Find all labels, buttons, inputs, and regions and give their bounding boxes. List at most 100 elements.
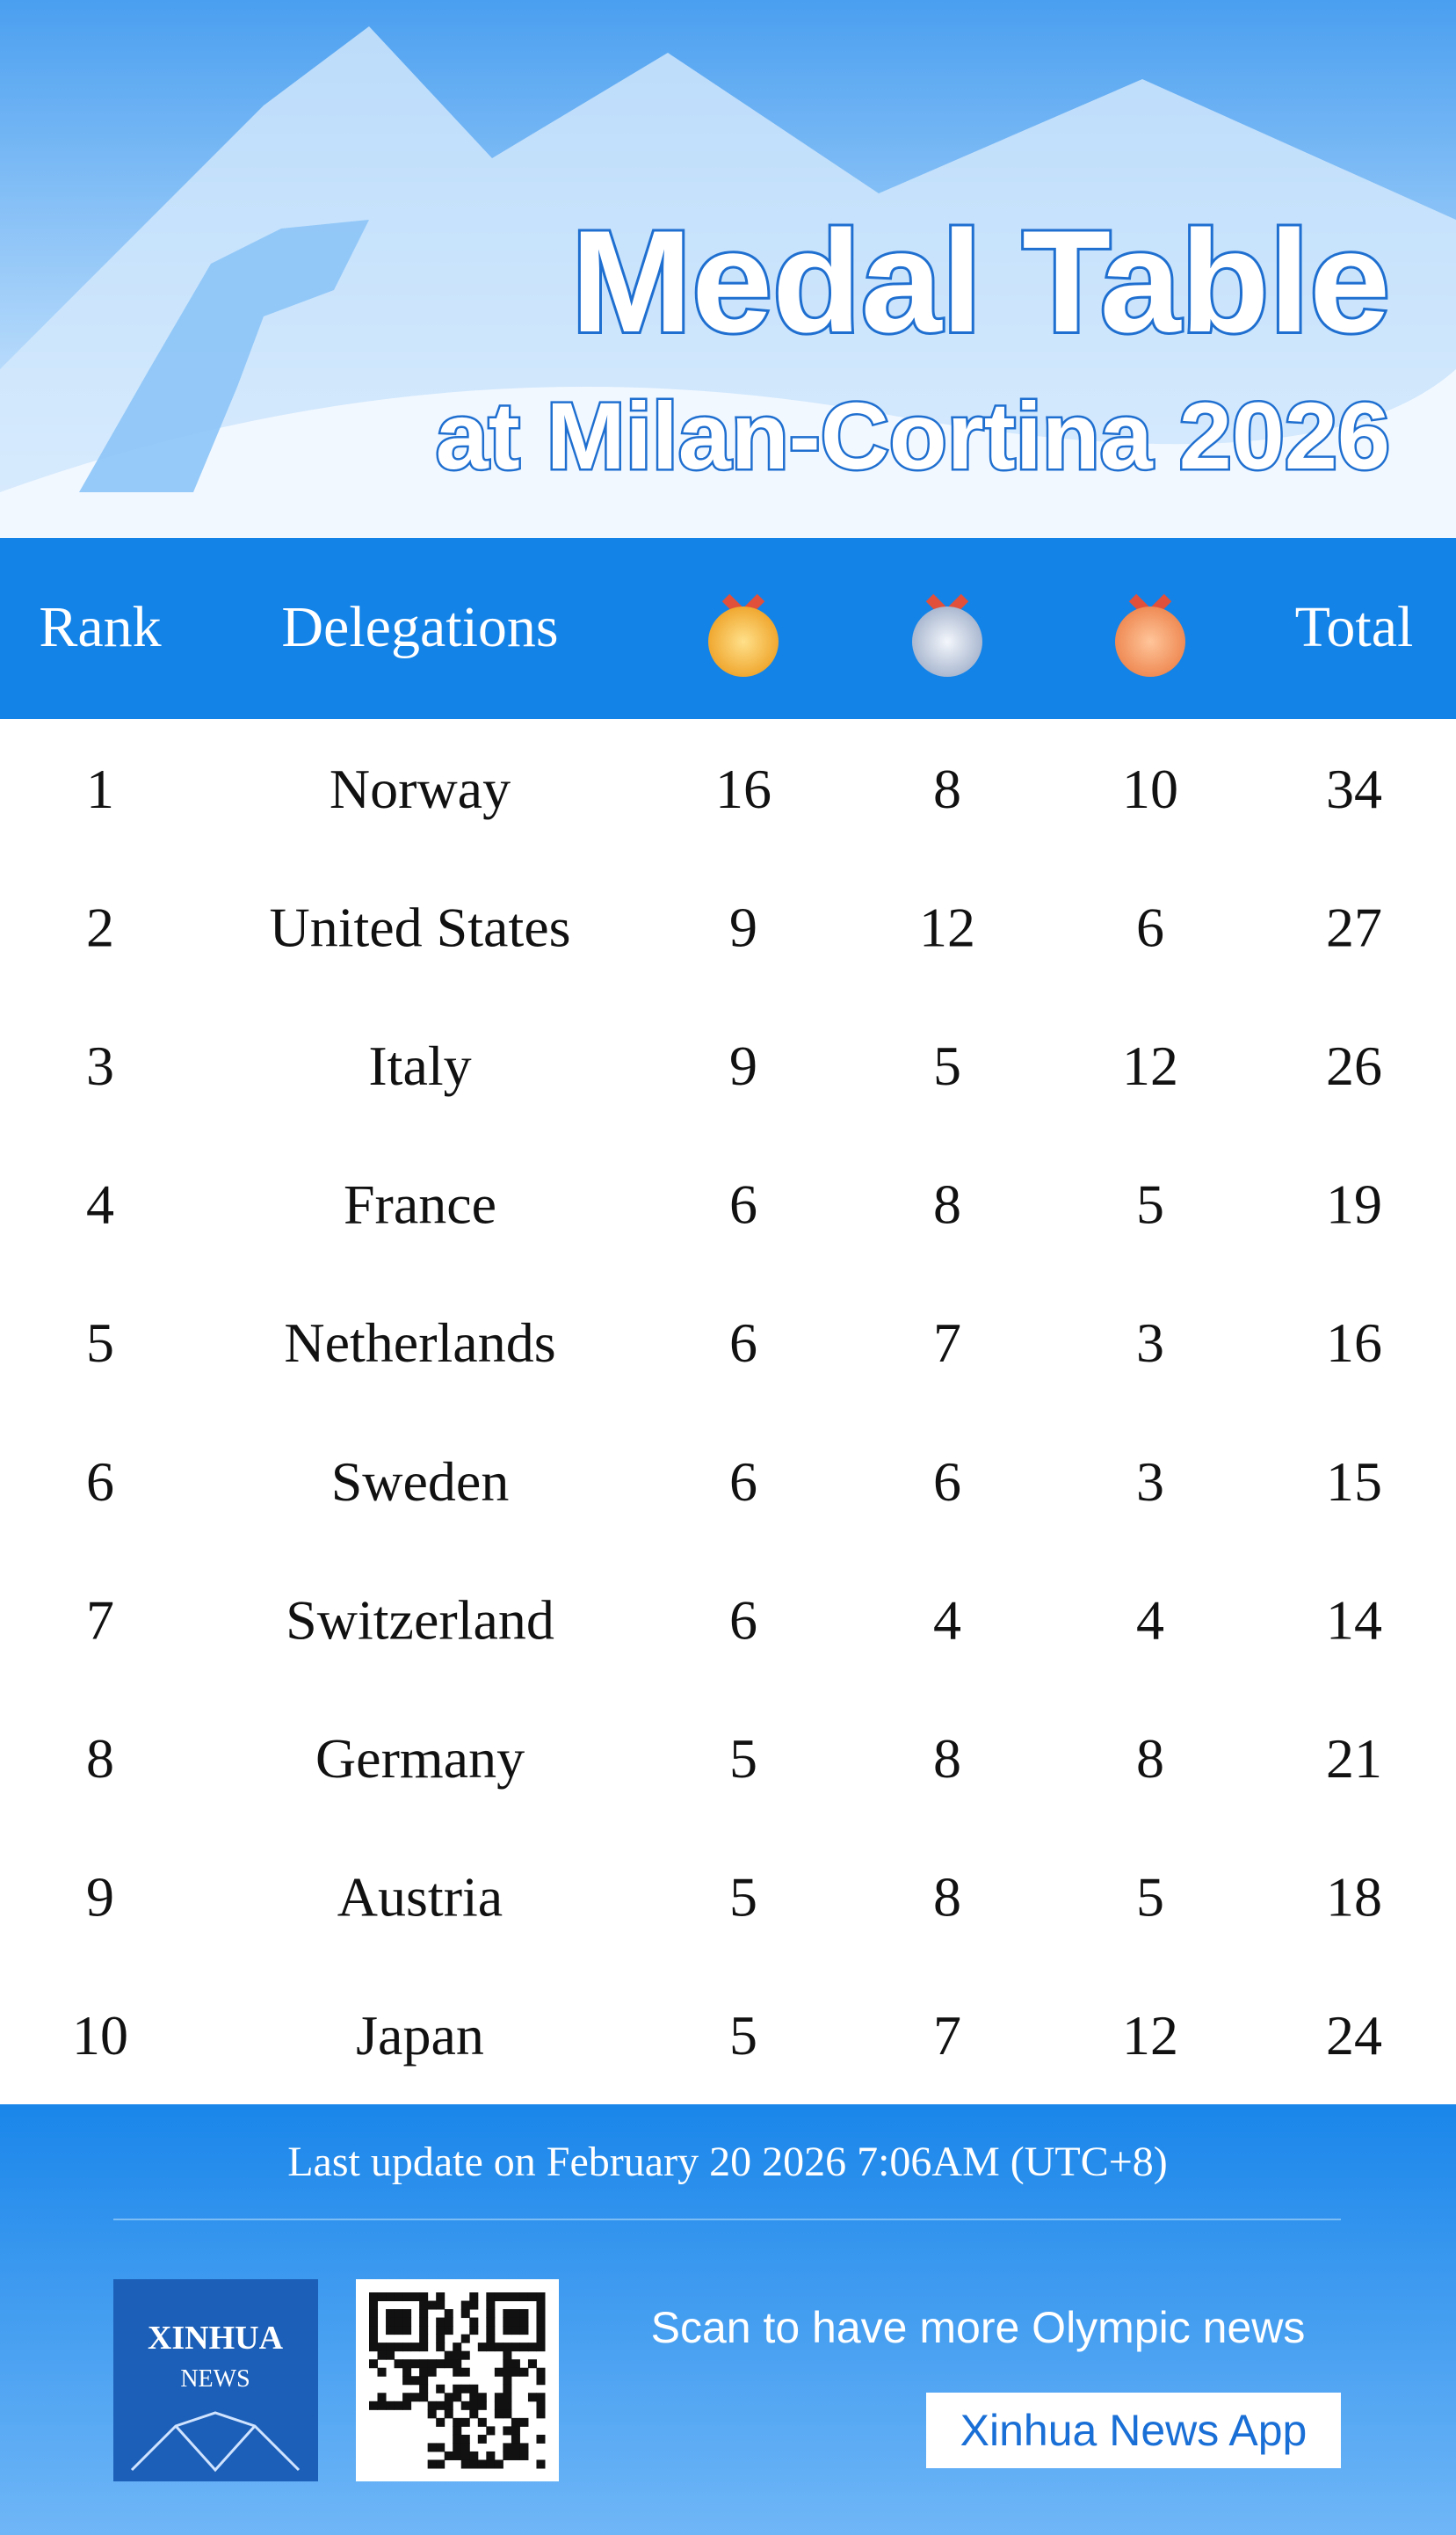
qr-module [460,2417,470,2427]
qr-module [494,2459,503,2469]
qr-module [369,2401,379,2410]
qr-module [511,2434,520,2444]
qr-module [386,2317,395,2327]
total-cell: 27 [1326,896,1382,958]
qr-module [536,2401,546,2410]
qr-module [503,2292,512,2302]
rank-cell: 7 [86,1588,114,1651]
qr-module [453,2417,462,2427]
qr-module [460,2309,470,2319]
qr-module [402,2343,412,2352]
qr-module [494,2401,503,2410]
qr-module [453,2393,462,2402]
qr-module [519,2309,529,2319]
qr-module [436,2401,445,2410]
qr-module [427,2359,437,2369]
delegation-cell: Norway [330,758,511,820]
qr-module [369,2292,379,2302]
qr-module [503,2401,512,2410]
qr-module [511,2367,520,2377]
total-cell: 19 [1326,1173,1382,1236]
rank-cell: 2 [86,896,114,958]
qr-module [519,2343,529,2352]
qr-module [486,2343,496,2352]
gold-cell: 9 [729,1035,757,1097]
qr-module [486,2309,496,2319]
app-button[interactable] [926,2393,1341,2468]
qr-module [527,2393,537,2402]
delegation-cell: France [344,1173,496,1236]
silver-cell: 12 [919,896,975,958]
bronze-cell: 8 [1136,1727,1164,1790]
qr-module [477,2393,487,2402]
qr-module [453,2359,462,2369]
logo-text: NEWS [180,2365,250,2393]
qr-module [419,2309,429,2319]
qr-module [536,2367,546,2377]
qr-module [369,2309,379,2319]
qr-module [386,2326,395,2335]
qr-module [503,2343,512,2352]
qr-module [503,2384,512,2393]
qr-module [369,2343,379,2352]
qr-module [494,2409,503,2419]
qr-module [519,2292,529,2302]
qr-module [503,2393,512,2402]
qr-module [519,2317,529,2327]
qr-module [386,2350,395,2360]
qr-module [477,2343,487,2352]
column-header: Total [1295,595,1414,659]
qr-module [503,2326,512,2335]
bronze-cell: 5 [1136,1173,1164,1236]
qr-module [444,2401,453,2410]
silver-cell: 4 [933,1588,961,1651]
qr-module [394,2309,403,2319]
qr-module [536,2376,546,2386]
qr-module [511,2426,520,2436]
qr-module [427,2459,437,2469]
qr-module [444,2409,453,2419]
delegation-cell: Netherlands [284,1311,555,1374]
qr-module [469,2317,479,2327]
qr-module [536,2459,546,2469]
app-button-text[interactable]: Xinhua News App [960,2406,1308,2455]
qr-module [511,2326,520,2335]
qr-module [477,2459,487,2469]
qr-module [419,2384,429,2393]
qr-module [511,2417,520,2427]
bronze-icon [1115,593,1185,677]
qr-module [536,2300,546,2310]
total-cell: 21 [1326,1727,1382,1790]
qr-module [419,2292,429,2302]
total-cell: 16 [1326,1311,1382,1374]
qr-module [402,2401,412,2410]
qr-module [536,2393,546,2402]
qr-module [427,2367,437,2377]
total-cell: 24 [1326,2004,1382,2066]
qr-module [453,2434,462,2444]
qr-module [469,2393,479,2402]
qr-module [444,2326,453,2335]
qr-module [527,2359,537,2369]
qr-module [503,2443,512,2452]
qr-module [511,2359,520,2369]
qr-module [503,2317,512,2327]
qr-module [402,2359,412,2369]
delegation-cell: Switzerland [286,1588,554,1651]
qr-module [536,2343,546,2352]
rank-cell: 1 [86,758,114,820]
qr-module [419,2334,429,2343]
gold-cell: 6 [729,1450,757,1513]
rank-cell: 9 [86,1866,114,1928]
qr-module [511,2317,520,2327]
qr-module [519,2451,529,2460]
delegation-cell: United States [269,896,570,958]
rank-cell: 6 [86,1450,114,1513]
gold-cell: 6 [729,1173,757,1236]
qr-module [436,2334,445,2343]
qr-module [486,2300,496,2310]
qr-module [436,2292,445,2302]
bronze-cell: 5 [1136,1866,1164,1928]
gold-cell: 6 [729,1311,757,1374]
